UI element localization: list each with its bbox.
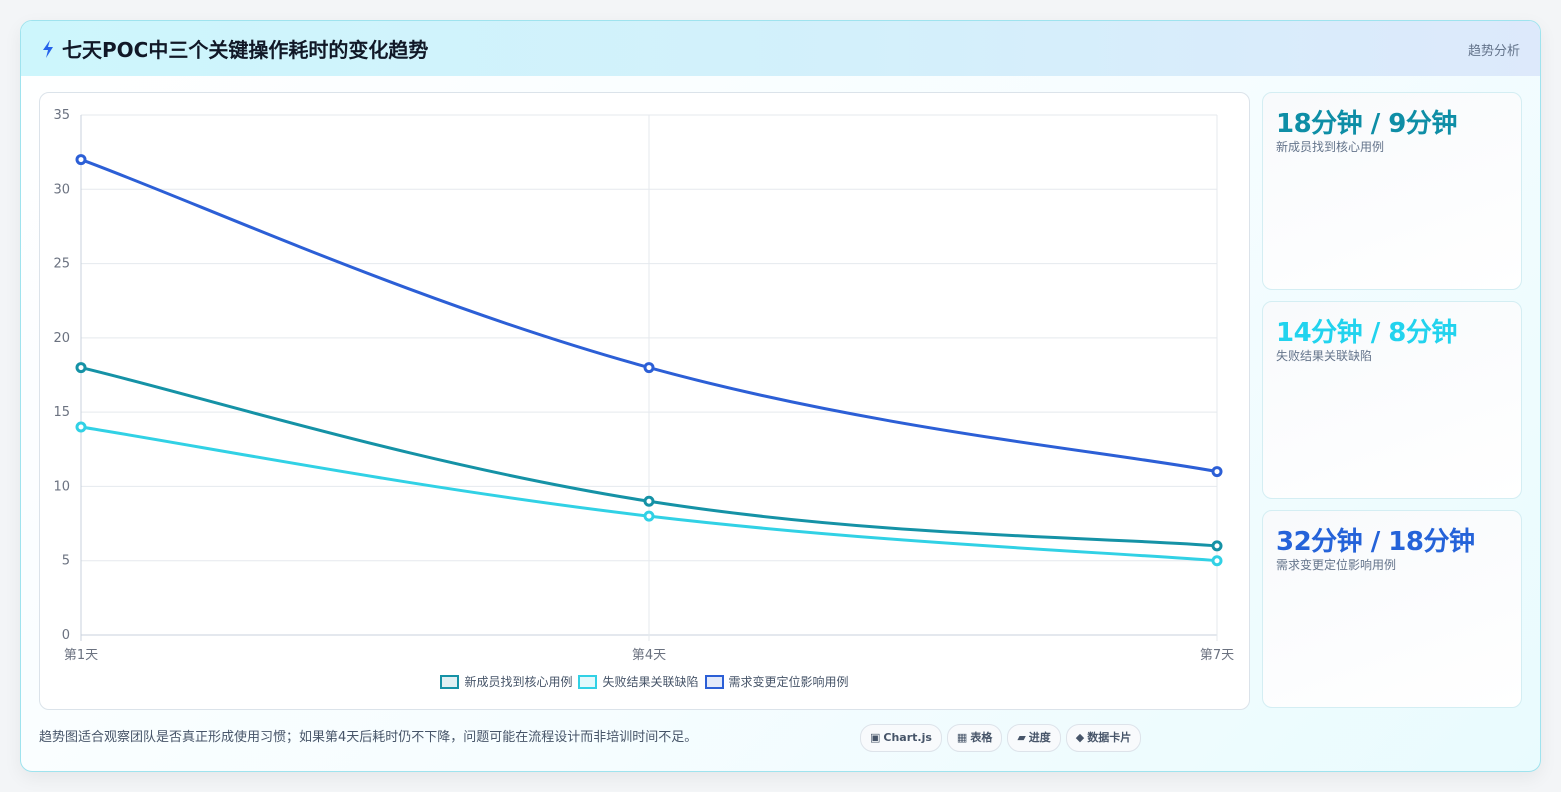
x-tick-label: 第1天 (64, 648, 98, 663)
line-chart: 0 5 10 15 20 25 30 35 第1天 第4天 第7天 (53, 108, 1234, 663)
pill-label: Chart.js (883, 731, 932, 744)
data-point (75, 154, 87, 166)
y-tick-label: 25 (53, 257, 70, 272)
legend-item[interactable]: 失败结果关联缺陷 (578, 673, 699, 690)
pill-label: 表格 (970, 731, 993, 744)
y-tick-label: 15 (53, 405, 70, 420)
legend-label: 失败结果关联缺陷 (602, 675, 699, 689)
lightning-icon (43, 40, 53, 58)
diamond-icon: ◆ (1075, 731, 1085, 744)
y-tick-label: 20 (53, 331, 70, 346)
pill-label: 数据卡片 (1087, 731, 1132, 744)
pill-label: 进度 (1028, 731, 1051, 744)
stat-card-impact-analysis: 32分钟 / 18分钟 需求变更定位影响用例 (1262, 510, 1522, 708)
legend-item[interactable]: 需求变更定位影响用例 (704, 673, 849, 690)
legend-swatch (704, 675, 724, 689)
chart-legend: 新成员找到核心用例 失败结果关联缺陷 需求变更定位影响用例 (40, 673, 1249, 690)
stat-label: 新成员找到核心用例 (1276, 140, 1385, 154)
pill-progress[interactable]: ▰ 进度 (1007, 724, 1061, 752)
legend-swatch (578, 675, 598, 689)
stat-value: 18分钟 / 9分钟 (1276, 109, 1457, 139)
data-point (1211, 466, 1223, 478)
data-point (75, 362, 87, 374)
x-tick-label: 第7天 (1200, 648, 1234, 663)
footnote: 趋势图适合观察团队是否真正形成使用习惯；如果第4天后耗时仍不下降，问题可能在流程… (39, 730, 698, 745)
progress-icon: ▰ (1017, 731, 1026, 744)
y-tick-label: 35 (53, 108, 70, 123)
stat-label: 失败结果关联缺陷 (1276, 349, 1373, 363)
stat-label: 需求变更定位影响用例 (1276, 558, 1397, 572)
page-title: 七天POC中三个关键操作耗时的变化趋势 (62, 38, 429, 62)
y-tick-label: 10 (53, 479, 70, 494)
trend-panel: 七天POC中三个关键操作耗时的变化趋势 趋势分析 0 5 10 15 20 25 30 35 第… (20, 20, 1541, 772)
y-tick-label: 5 (62, 554, 70, 569)
legend-swatch (440, 675, 460, 689)
legend-item[interactable]: 新成员找到核心用例 (440, 673, 572, 690)
chart-icon: ▣ (870, 731, 881, 744)
pill-table[interactable]: ▦ 表格 (946, 724, 1003, 752)
y-tick-label: 0 (62, 628, 70, 643)
data-point (75, 421, 87, 433)
stat-card-onboarding: 18分钟 / 9分钟 新成员找到核心用例 (1262, 92, 1522, 290)
stat-card-defect-link: 14分钟 / 8分钟 失败结果关联缺陷 (1262, 301, 1522, 499)
legend-label: 新成员找到核心用例 (464, 675, 573, 689)
stat-value: 32分钟 / 18分钟 (1276, 527, 1475, 557)
chart-card: 0 5 10 15 20 25 30 35 第1天 第4天 第7天 新成员找到核心用例 失败结果关联缺… (39, 92, 1250, 710)
pill-diamond[interactable]: ◆ 数据卡片 (1065, 724, 1142, 752)
panel-header: 七天POC中三个关键操作耗时的变化趋势 趋势分析 (21, 21, 1540, 76)
data-point (1211, 555, 1223, 567)
data-point (1211, 540, 1223, 552)
pill-chart[interactable]: ▣ Chart.js (860, 724, 942, 752)
header-tag: 趋势分析 (1467, 44, 1520, 59)
x-tick-label: 第4天 (632, 648, 666, 663)
y-tick-label: 30 (53, 182, 70, 197)
data-point (643, 362, 655, 374)
data-point (643, 510, 655, 522)
legend-label: 需求变更定位影响用例 (728, 675, 849, 689)
tag-pills: ▣ Chart.js ▦ 表格 ▰ 进度 ◆ 数据卡片 (860, 724, 1146, 752)
table-icon: ▦ (956, 731, 968, 744)
stat-value: 14分钟 / 8分钟 (1276, 318, 1457, 348)
data-point (643, 495, 655, 507)
